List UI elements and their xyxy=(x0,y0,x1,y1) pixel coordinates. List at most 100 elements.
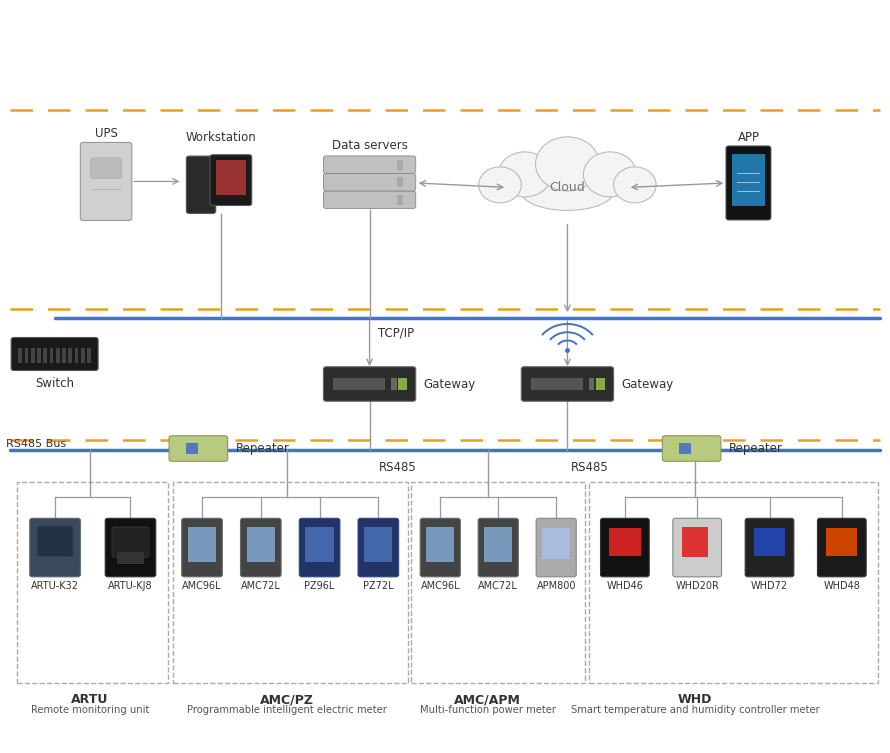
Text: ARTU: ARTU xyxy=(71,693,109,706)
Circle shape xyxy=(584,152,636,197)
Bar xyxy=(69,349,72,362)
Text: Data servers: Data servers xyxy=(332,139,408,152)
Text: TCP/IP: TCP/IP xyxy=(378,327,415,340)
Bar xyxy=(44,349,47,362)
Text: WHD72: WHD72 xyxy=(751,581,788,590)
Bar xyxy=(679,443,692,454)
Text: AMC/PZ: AMC/PZ xyxy=(260,693,314,706)
Text: AMC72L: AMC72L xyxy=(478,581,518,590)
FancyBboxPatch shape xyxy=(673,518,722,577)
FancyBboxPatch shape xyxy=(536,518,576,577)
Bar xyxy=(18,481,168,682)
Text: AMC96L: AMC96L xyxy=(182,581,222,590)
Text: Cloud: Cloud xyxy=(549,181,586,194)
Text: ARTU-K32: ARTU-K32 xyxy=(31,581,79,590)
Bar xyxy=(188,527,216,562)
FancyBboxPatch shape xyxy=(112,527,149,557)
Text: RS485 Bus: RS485 Bus xyxy=(6,439,66,449)
Bar xyxy=(397,160,403,169)
Ellipse shape xyxy=(520,170,615,210)
FancyBboxPatch shape xyxy=(745,518,794,577)
Text: Multi-function power meter: Multi-function power meter xyxy=(419,705,555,715)
Text: Gateway: Gateway xyxy=(424,377,476,391)
FancyBboxPatch shape xyxy=(601,518,649,577)
Text: Programmable intelligent electric meter: Programmable intelligent electric meter xyxy=(187,705,387,715)
Bar xyxy=(19,349,22,362)
Circle shape xyxy=(498,152,552,197)
FancyBboxPatch shape xyxy=(323,156,416,173)
FancyBboxPatch shape xyxy=(80,142,132,221)
FancyBboxPatch shape xyxy=(662,436,721,462)
FancyBboxPatch shape xyxy=(299,518,340,577)
FancyBboxPatch shape xyxy=(169,436,228,462)
Text: WHD46: WHD46 xyxy=(606,581,643,590)
Bar xyxy=(399,378,407,390)
Text: AMC/APM: AMC/APM xyxy=(454,693,521,706)
Text: ARTU-KJ8: ARTU-KJ8 xyxy=(109,581,153,590)
Bar xyxy=(732,154,765,206)
FancyBboxPatch shape xyxy=(323,191,416,209)
Circle shape xyxy=(613,167,656,203)
FancyBboxPatch shape xyxy=(726,146,771,220)
FancyBboxPatch shape xyxy=(186,156,215,213)
FancyBboxPatch shape xyxy=(420,518,460,577)
Text: Switch: Switch xyxy=(35,377,74,390)
Text: Workstation: Workstation xyxy=(186,131,257,144)
Bar xyxy=(411,481,586,682)
Bar xyxy=(397,195,403,205)
Text: RS485: RS485 xyxy=(378,461,417,474)
FancyBboxPatch shape xyxy=(12,337,98,370)
Text: UPS: UPS xyxy=(94,127,117,140)
Text: Remote monitoring unit: Remote monitoring unit xyxy=(31,705,150,715)
Text: WHD: WHD xyxy=(678,693,712,706)
Bar xyxy=(305,527,334,562)
Text: AMC96L: AMC96L xyxy=(420,581,460,590)
Bar xyxy=(589,378,595,390)
Bar xyxy=(75,349,78,362)
Bar xyxy=(25,349,28,362)
Bar xyxy=(610,528,641,556)
Bar xyxy=(81,349,85,362)
Text: Gateway: Gateway xyxy=(621,377,674,391)
Text: RS485: RS485 xyxy=(571,461,609,474)
Bar xyxy=(826,528,857,556)
Text: WHD48: WHD48 xyxy=(823,581,861,590)
FancyBboxPatch shape xyxy=(358,518,399,577)
FancyBboxPatch shape xyxy=(91,158,121,178)
Bar xyxy=(87,349,91,362)
Bar xyxy=(426,527,454,562)
Text: AMC72L: AMC72L xyxy=(241,581,280,590)
Text: PZ96L: PZ96L xyxy=(304,581,335,590)
FancyBboxPatch shape xyxy=(210,155,252,206)
Bar xyxy=(247,527,275,562)
Bar xyxy=(333,378,385,390)
Text: PZ72L: PZ72L xyxy=(363,581,393,590)
FancyBboxPatch shape xyxy=(37,526,73,556)
Bar xyxy=(117,553,144,564)
FancyBboxPatch shape xyxy=(817,518,866,577)
FancyBboxPatch shape xyxy=(323,367,416,401)
Bar xyxy=(397,177,403,187)
Bar xyxy=(484,527,512,562)
Circle shape xyxy=(479,167,522,203)
Bar xyxy=(56,349,60,362)
Bar xyxy=(588,481,878,682)
Bar xyxy=(31,349,35,362)
Text: APM800: APM800 xyxy=(537,581,576,590)
Text: APP: APP xyxy=(738,131,759,144)
FancyBboxPatch shape xyxy=(29,518,80,577)
Bar xyxy=(173,481,408,682)
FancyBboxPatch shape xyxy=(478,518,518,577)
Text: Repeater: Repeater xyxy=(236,442,289,455)
Bar xyxy=(50,349,53,362)
Bar xyxy=(392,378,397,390)
Bar xyxy=(683,527,708,557)
Bar xyxy=(754,528,785,556)
Bar xyxy=(37,349,41,362)
Text: Repeater: Repeater xyxy=(729,442,783,455)
Text: WHD20R: WHD20R xyxy=(676,581,719,590)
Circle shape xyxy=(536,137,599,191)
FancyBboxPatch shape xyxy=(240,518,281,577)
FancyBboxPatch shape xyxy=(182,518,222,577)
Text: Smart temperature and humidity controller meter: Smart temperature and humidity controlle… xyxy=(570,705,820,715)
